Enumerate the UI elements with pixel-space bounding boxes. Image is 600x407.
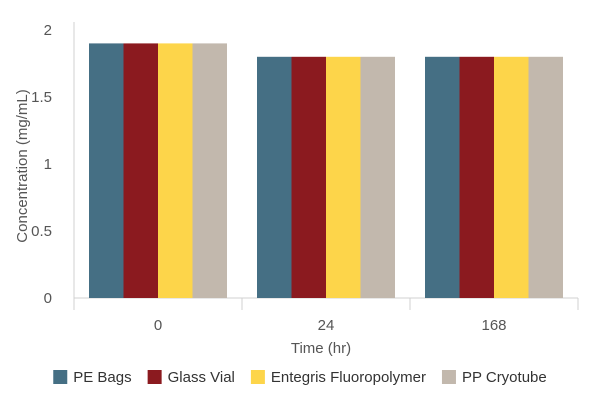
y-tick-label: 2	[44, 22, 52, 39]
y-axis-title: Concentration (mg/mL)	[14, 89, 31, 242]
bar-pe-bags-24	[257, 56, 292, 298]
bars	[89, 43, 563, 299]
bar-glass-vial-168	[459, 56, 494, 298]
legend-swatch-pp-cryotube	[441, 370, 456, 384]
tick-labels: 0 0.5 1 1.5 2 0 24 168	[31, 22, 506, 334]
bar-pe-bags-0	[89, 43, 124, 299]
bar-entegris-fluoropolymer-168	[494, 56, 529, 298]
bar-pe-bags-168	[425, 56, 460, 298]
bar-pp-cryotube-168	[528, 56, 563, 298]
legend-swatch-pe-bags	[53, 370, 68, 384]
y-tick-label: 1	[44, 156, 52, 173]
bar-glass-vial-0	[123, 43, 158, 299]
bar-entegris-fluoropolymer-0	[158, 43, 193, 299]
y-tick-label: 0.5	[31, 223, 52, 240]
bar-glass-vial-24	[291, 56, 326, 298]
y-tick-label: 0	[44, 290, 52, 307]
y-tick-label: 1.5	[31, 89, 52, 106]
legend-label: PE Bags	[73, 369, 131, 386]
bar-pp-cryotube-24	[360, 56, 395, 298]
bar-entegris-fluoropolymer-24	[326, 56, 361, 298]
x-tick-label: 168	[481, 317, 506, 334]
legend-label: PP Cryotube	[462, 369, 547, 386]
x-axis-title: Time (hr)	[291, 340, 351, 357]
legend-swatch-glass-vial	[147, 370, 162, 384]
x-tick-label: 24	[318, 317, 335, 334]
legend-label: Glass Vial	[168, 369, 235, 386]
x-tick-label: 0	[154, 317, 162, 334]
legend-label: Entegris Fluoropolymer	[271, 369, 426, 386]
legend: PE Bags Glass Vial Entegris Fluoropolymer P…	[53, 369, 547, 386]
bar-pp-cryotube-0	[192, 43, 227, 299]
legend-swatch-entegris-fluoropolymer	[250, 370, 265, 384]
